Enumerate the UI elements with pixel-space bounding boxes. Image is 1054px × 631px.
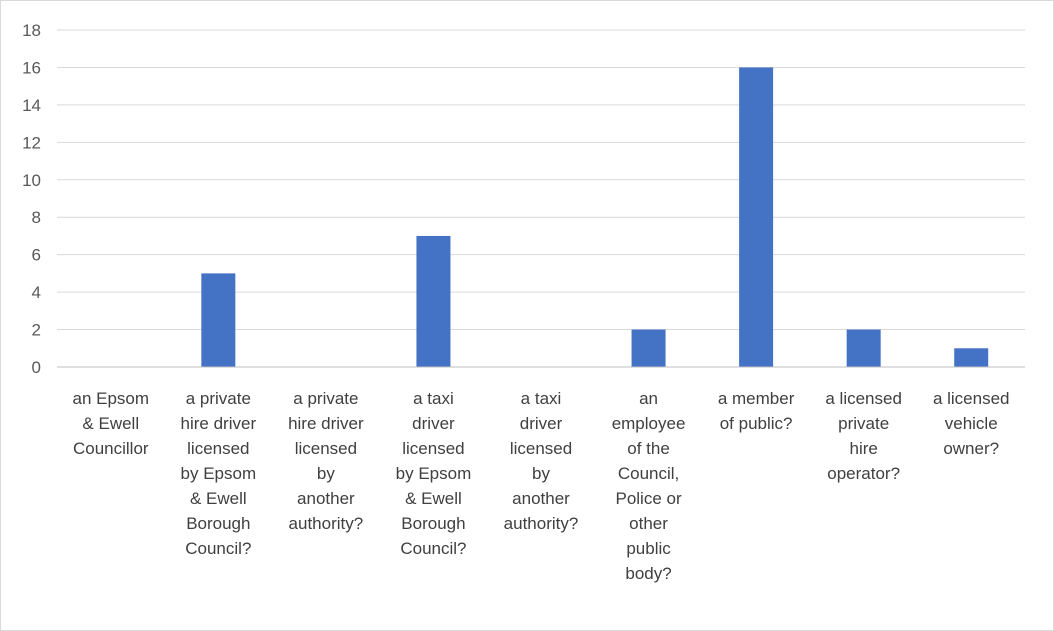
bar xyxy=(416,235,451,367)
x-tick-label: a taxi driver licensed by Epsom & Ewell Borou… xyxy=(396,389,472,558)
y-tick-label: 2 xyxy=(32,321,41,340)
y-tick-label: 18 xyxy=(22,21,41,40)
y-tick-label: 16 xyxy=(22,58,41,77)
x-tick-label: a taxi driver licensed by another authority? xyxy=(504,389,579,533)
x-tick-label: an Epsom & Ewell Councillor xyxy=(73,389,150,458)
y-tick-label: 14 xyxy=(22,96,41,115)
x-tick-label: a licensed private hire operator? xyxy=(825,389,902,483)
y-tick-label: 10 xyxy=(22,171,41,190)
bar xyxy=(739,67,774,367)
bar xyxy=(954,348,989,367)
x-tick-label: a private hire driver licensed by another aut… xyxy=(288,389,364,533)
bar xyxy=(846,329,881,367)
x-tick-label: a private hire driver licensed by Epsom & Ew… xyxy=(181,389,257,558)
y-tick-label: 12 xyxy=(22,133,41,152)
y-tick-label: 0 xyxy=(32,358,41,377)
x-tick-label: a member of public? xyxy=(718,389,795,433)
x-tick-label: a licensed vehicle owner? xyxy=(933,389,1010,458)
y-tick-label: 4 xyxy=(32,283,41,302)
bar xyxy=(201,273,236,367)
y-tick-label: 8 xyxy=(32,208,41,227)
bar xyxy=(631,329,666,367)
y-tick-label: 6 xyxy=(32,246,41,265)
x-tick-label: an employee of the Council, Police or other pu… xyxy=(612,389,686,583)
